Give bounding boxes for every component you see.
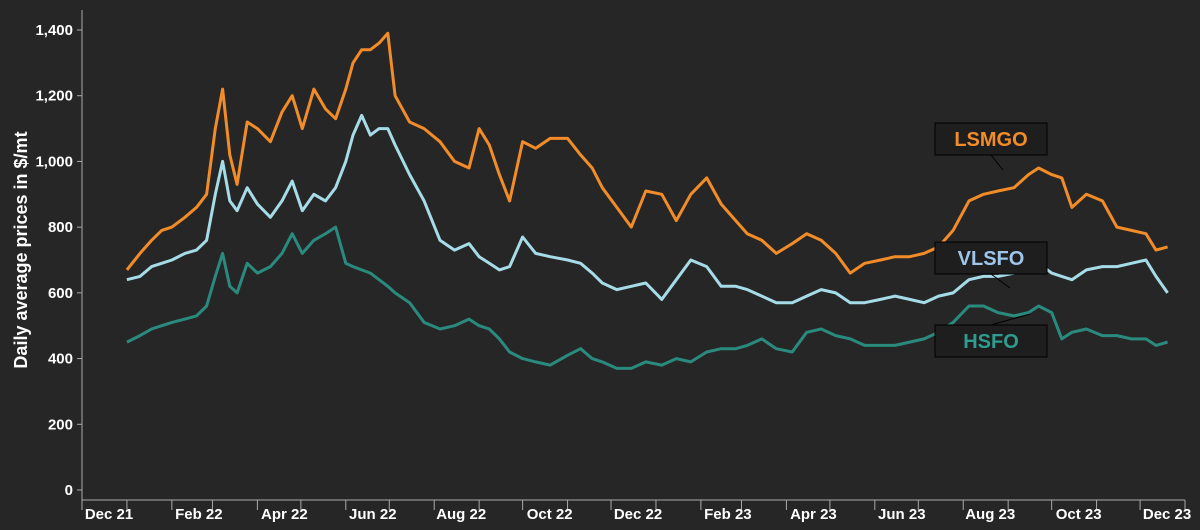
- x-tick-label: Oct 23: [1056, 506, 1102, 523]
- series-line-hsfo: [126, 225, 1169, 370]
- x-tick-label: Feb 23: [704, 506, 752, 523]
- series-label-vlsfo: VLSFO: [934, 241, 1048, 289]
- y-tick-label: 1,000: [35, 153, 73, 170]
- y-tick-label: 600: [48, 285, 73, 302]
- series-labels: LSMGO VLSFO HSFO: [934, 122, 1048, 358]
- series-lines: [125, 31, 1169, 370]
- x-tick-label: Apr 23: [790, 506, 837, 523]
- x-tick-label: Apr 22: [261, 506, 308, 523]
- x-tick-label: Dec 23: [1143, 506, 1191, 523]
- y-tick-label: 400: [48, 351, 73, 368]
- label-leader-line: [990, 154, 1004, 171]
- x-axis: Dec 21 Feb 22 Apr 22 Jun 22 Aug 22 Oct 22 Dec …: [81, 499, 1191, 523]
- label-text: HSFO: [963, 331, 1019, 353]
- y-tick-label: 200: [48, 416, 73, 433]
- y-tick-label: 1,200: [35, 88, 73, 105]
- label-box: [934, 122, 1048, 156]
- x-tick-label: Oct 22: [527, 506, 573, 523]
- x-tick-label: Dec 21: [85, 506, 133, 523]
- label-box: [934, 324, 1048, 358]
- x-tick-label: Jun 22: [349, 506, 397, 523]
- x-tick-label: Aug 22: [436, 506, 486, 523]
- series-label-hsfo: HSFO: [934, 313, 1048, 358]
- x-tick-label: Dec 22: [614, 506, 662, 523]
- series-line-lsmgo: [125, 31, 1168, 275]
- x-tick-label: Aug 23: [965, 506, 1015, 523]
- label-leader-line: [990, 273, 1011, 289]
- label-text: LSMGO: [954, 129, 1027, 151]
- y-tick-label: 1,400: [35, 22, 73, 39]
- series-label-lsmgo: LSMGO: [934, 122, 1048, 171]
- label-box: [934, 241, 1048, 275]
- label-text: VLSFO: [958, 248, 1025, 270]
- y-tick-label: 800: [48, 219, 73, 236]
- x-tick-label: Feb 22: [175, 506, 223, 523]
- y-tick-label: 0: [65, 482, 73, 499]
- y-axis-label: Daily average prices in $/mt: [11, 131, 31, 368]
- y-axis: 0 200 400 600 800 1,000 1,200 1,400: [35, 10, 83, 500]
- x-tick-label: Jun 23: [878, 506, 926, 523]
- label-leader-line: [990, 313, 1031, 326]
- series-line-vlsfo: [126, 113, 1169, 305]
